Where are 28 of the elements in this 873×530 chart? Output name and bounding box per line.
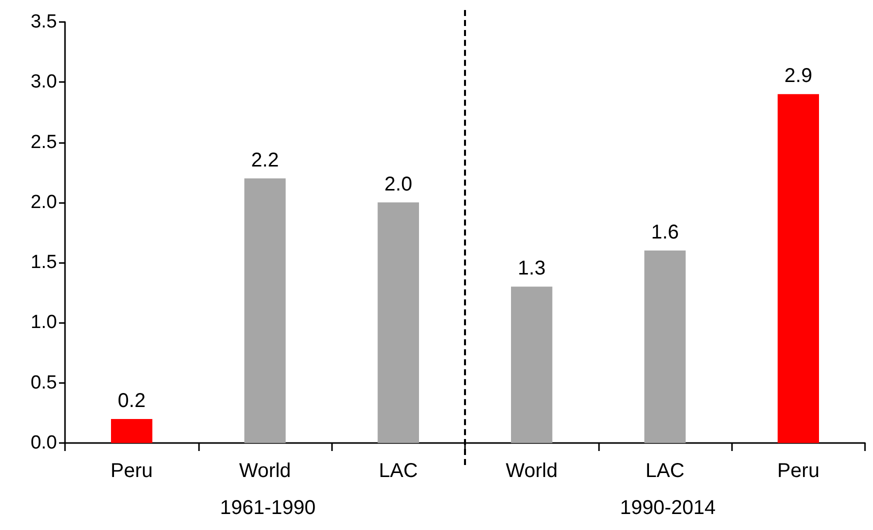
- y-tick-label: 1.5: [30, 252, 57, 274]
- data-label: 2.9: [784, 65, 812, 88]
- x-tick-label: Peru: [110, 460, 153, 482]
- data-label: 0.2: [118, 390, 146, 412]
- bar: [378, 202, 419, 443]
- data-label: 2.2: [251, 149, 279, 172]
- bar: [644, 250, 686, 443]
- data-label: 2.0: [384, 173, 412, 196]
- y-tick-label: 2.0: [30, 192, 57, 213]
- data-label: 1.6: [651, 222, 679, 244]
- x-tick-label: World: [506, 460, 558, 482]
- y-tick-label: 1.0: [30, 312, 57, 334]
- bar: [511, 286, 552, 443]
- x-tick-label: LAC: [378, 460, 418, 482]
- data-label: 1.3: [518, 258, 546, 280]
- bar: [244, 178, 286, 443]
- y-tick-label: 0.5: [30, 372, 57, 394]
- x-tick-label: Peru: [777, 460, 820, 482]
- y-tick-label: 3.0: [30, 72, 57, 93]
- bar: [111, 418, 152, 443]
- y-tick-label: 0.0: [30, 432, 57, 454]
- x-tick-label: World: [239, 460, 291, 482]
- y-tick-label: 2.5: [30, 132, 57, 153]
- text: 1961-1990: [220, 497, 316, 519]
- y-tick-label: 3.5: [30, 12, 57, 32]
- bar: [778, 94, 819, 443]
- x-tick-label: LAC: [646, 460, 684, 482]
- text: 1990-2014: [620, 497, 716, 519]
